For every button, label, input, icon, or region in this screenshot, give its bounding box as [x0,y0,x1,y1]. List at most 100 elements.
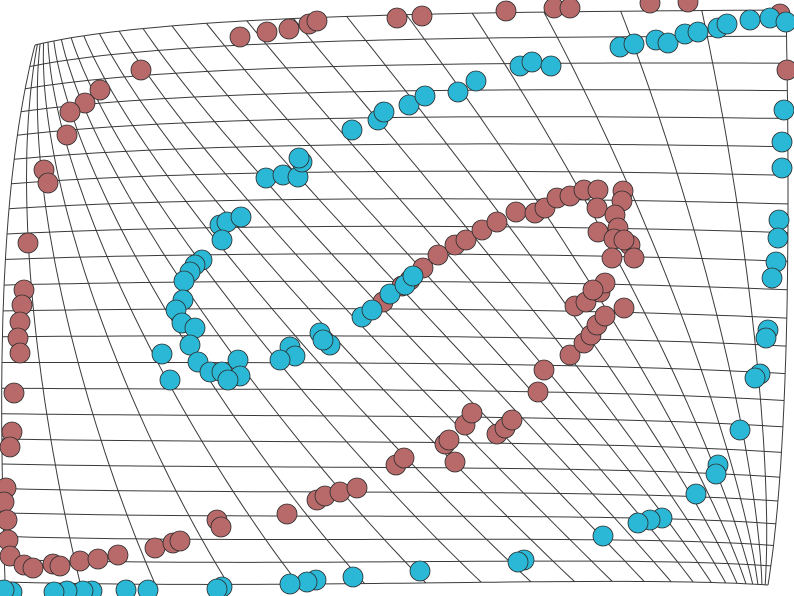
data-point-red [3,382,25,404]
mesh-line [4,280,788,291]
mesh-grid [1,9,789,586]
data-point-cyan [761,267,783,289]
mesh-line [767,9,789,586]
data-point-red [17,232,39,254]
data-point-cyan [312,329,334,351]
data-point-red [527,381,549,403]
data-point-red [346,477,368,499]
data-point-red [533,359,555,381]
mesh-line [7,225,788,235]
data-point-cyan [373,101,395,123]
mesh-line [4,559,771,567]
mesh-line [14,143,788,160]
data-point-red [0,509,18,531]
data-point-cyan [211,229,233,251]
data-point-cyan [507,551,529,573]
data-point-cyan [771,157,793,179]
data-point-red [444,451,466,473]
data-point-cyan [739,9,761,31]
data-point-red [306,10,328,32]
data-point-red [639,0,661,14]
data-point-red [130,59,152,81]
mesh-line [2,335,787,347]
data-point-cyan [687,21,709,43]
mesh-line [2,463,780,478]
data-point-red [486,211,508,233]
mesh-line [42,42,229,585]
data-point-red [613,297,635,319]
mesh-line [2,488,778,502]
data-point-cyan [521,51,543,73]
data-point-red [49,555,71,577]
data-point-red [386,7,408,29]
data-point-cyan [685,483,707,505]
data-point-red [169,530,191,552]
data-point-cyan [230,206,252,228]
mesh-line [20,89,788,113]
data-point-cyan [627,512,649,534]
data-point-cyan [159,369,181,391]
mesh-line [34,9,787,46]
data-point-red [594,305,616,327]
data-point-cyan [623,33,645,55]
data-point-cyan [398,94,420,116]
data-point-cyan [137,579,159,596]
data-point-red [89,79,111,101]
data-point-cyan [402,265,424,287]
data-point-cyan [729,419,751,441]
data-point-cyan [755,327,777,349]
data-point-red [22,557,44,579]
data-point-red [623,247,645,269]
mesh-line [1,362,786,375]
mesh-line [25,44,81,584]
data-point-red [601,247,623,269]
data-point-red [87,548,109,570]
data-point-cyan [361,299,383,321]
data-point-cyan [775,11,794,33]
data-point-red [501,409,523,431]
data-point-cyan [342,566,364,588]
data-point-cyan [179,334,201,356]
data-point-red [427,244,449,266]
data-point-cyan [465,70,487,92]
data-point-red [9,342,31,364]
data-point-red [613,229,635,251]
data-point-cyan [447,81,469,103]
data-point-red [586,197,608,219]
data-point-cyan [771,131,793,153]
data-point-red [411,5,433,27]
data-point-cyan [0,579,15,596]
data-point-red [438,429,460,451]
mesh-line [3,536,774,546]
data-point-cyan [767,227,789,249]
data-point-red [107,544,129,566]
mesh-line [8,198,789,210]
data-point-cyan [255,167,277,189]
data-point-red [144,537,166,559]
mesh-line [17,116,788,136]
data-point-red [256,21,278,43]
data-point-red [461,402,483,424]
mesh-line [3,308,787,319]
mesh-line [1,413,783,428]
data-point-red [210,516,232,538]
data-point-cyan [592,525,614,547]
data-point-red [677,0,699,13]
data-point-cyan [217,369,239,391]
data-point-red [776,59,794,81]
mesh-line [3,512,776,525]
data-point-red [393,447,415,469]
data-point-cyan [341,119,363,141]
data-point-red [495,0,517,22]
data-point-cyan [115,579,137,596]
mesh-line [1,438,782,453]
data-point-cyan [151,343,173,365]
data-point-cyan [540,55,562,77]
data-point-cyan [206,578,228,596]
data-point-cyan [409,560,431,582]
data-point-cyan [43,581,65,596]
mesh-line [29,35,787,67]
mesh-line [5,253,788,262]
